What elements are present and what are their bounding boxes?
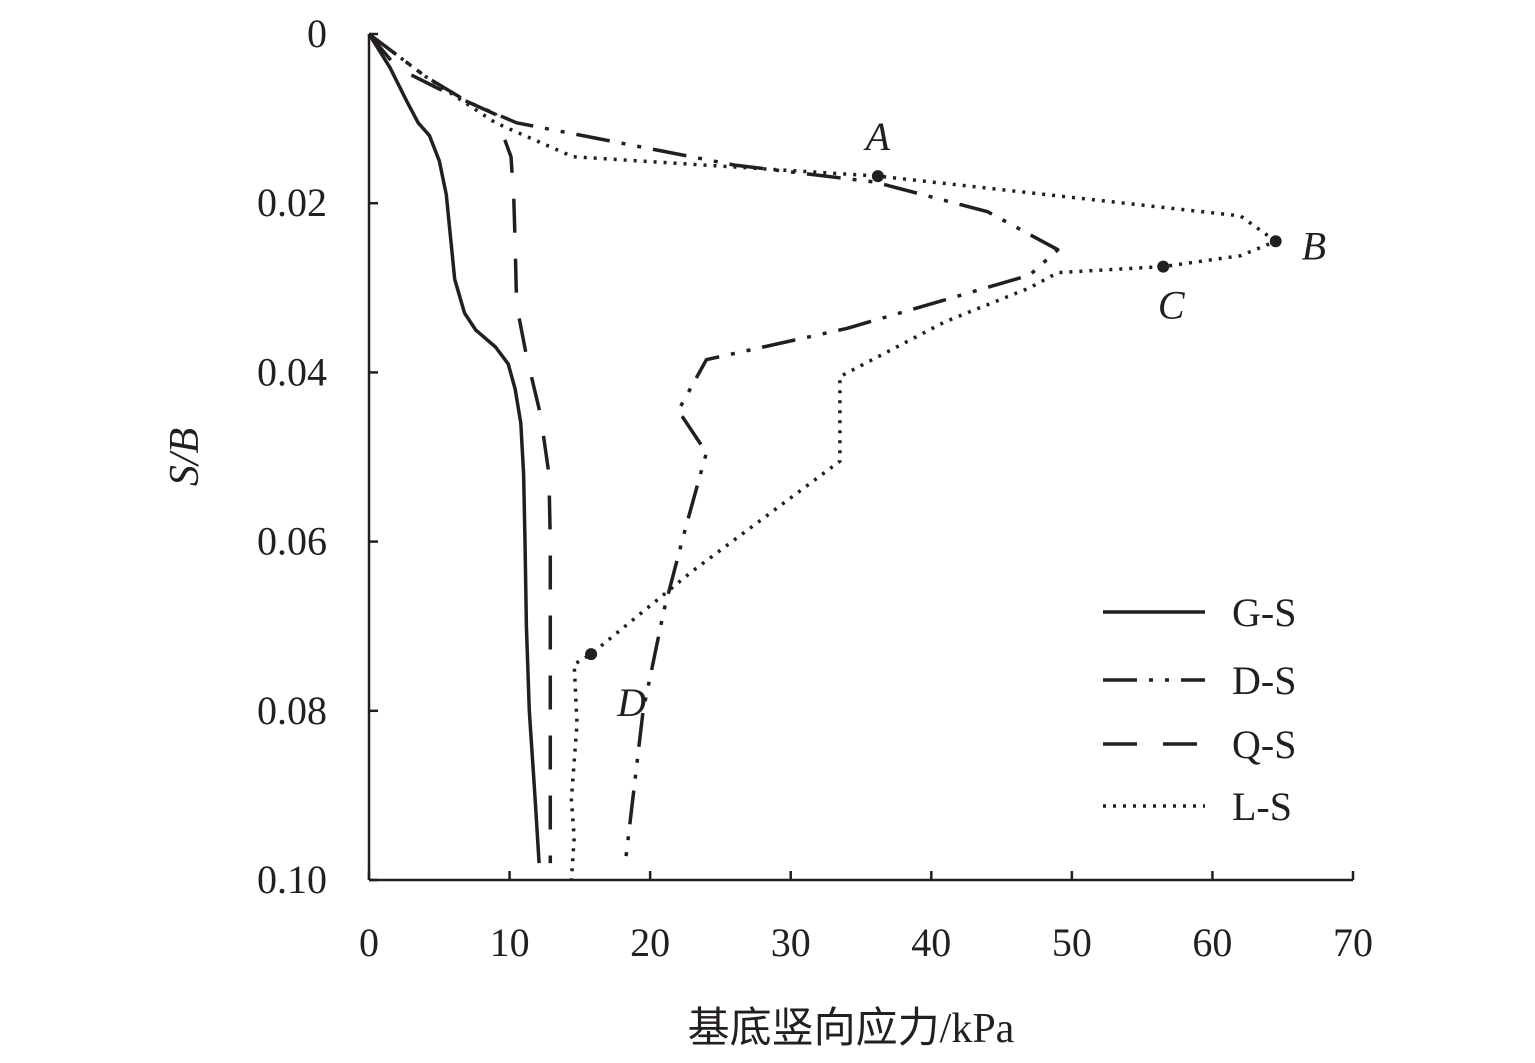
x-tick-label: 20 [630,920,670,965]
y-axis-title: S/B [162,428,208,486]
series-l-s-line [367,32,1278,881]
series-g-s-line [367,33,541,864]
series-d-s-line [367,32,1060,868]
legend-label-q-s: Q-S [1232,722,1296,767]
legend-label-l-s: L-S [1232,784,1292,829]
y-tick-label: 0 [307,11,327,56]
y-tick-label: 0.10 [257,857,327,902]
series-q-s-line [367,32,553,864]
x-tick-label: 30 [771,920,811,965]
axes [367,32,1355,882]
tick-labels: 0 10 20 30 40 50 60 70 0 0.02 0.04 0.06 0.08 0.10 [257,11,1373,965]
x-tick-label: 40 [911,920,951,965]
annotation-point-a [871,170,884,183]
x-tick-label: 0 [359,920,379,965]
x-tick-label: 10 [490,920,530,965]
annotation-label-b: B [1302,223,1326,268]
point-annotations: A B C D [585,114,1326,725]
annotation-point-c [1157,260,1170,273]
annotation-point-b [1269,235,1282,248]
plot-series [367,32,1278,881]
x-tick-label: 50 [1052,920,1092,965]
annotation-label-a: A [863,114,891,159]
y-tick-label: 0.04 [257,349,327,394]
y-tick-label: 0.02 [257,180,327,225]
legend-label-g-s: G-S [1232,590,1296,635]
annotation-label-d: D [616,680,646,725]
legend-label-d-s: D-S [1232,658,1296,703]
y-tick-label: 0.08 [257,688,327,733]
x-tick-label: 70 [1333,920,1373,965]
legend: G-S D-S Q-S L-S [1103,590,1296,829]
x-axis-title: 基底竖向应力/kPa [688,1005,1015,1052]
x-tick-label: 60 [1192,920,1232,965]
annotation-label-c: C [1158,283,1186,328]
y-tick-label: 0.06 [257,519,327,564]
annotation-point-d [585,648,598,661]
